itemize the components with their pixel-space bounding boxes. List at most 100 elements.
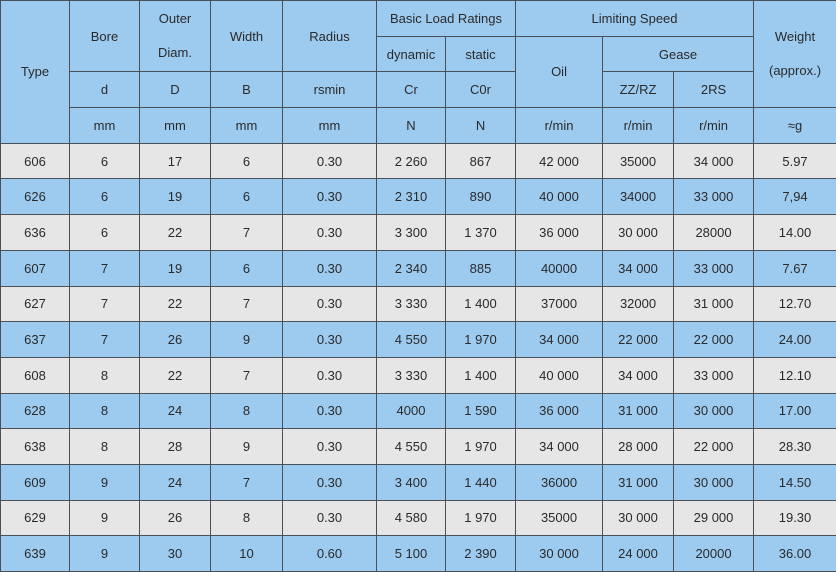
- table-cell: 2 390: [446, 536, 516, 572]
- header-grease: Gease: [603, 36, 754, 72]
- table-cell: 609: [1, 464, 70, 500]
- table-cell: 3 400: [377, 464, 446, 500]
- table-cell: 3 300: [377, 215, 446, 251]
- table-cell: 0.30: [283, 250, 377, 286]
- header-symbol-cr: Cr: [377, 72, 446, 108]
- header-weight-line2: (approx.): [769, 63, 821, 78]
- table-cell: 30 000: [603, 215, 674, 251]
- table-cell: 28.30: [754, 429, 836, 465]
- header-weight-line1: Weight: [775, 29, 815, 44]
- table-cell: 3 330: [377, 357, 446, 393]
- table-cell: 12.10: [754, 357, 836, 393]
- table-cell: 28 000: [603, 429, 674, 465]
- table-cell: 32000: [603, 286, 674, 322]
- table-cell: 607: [1, 250, 70, 286]
- table-cell: 0.30: [283, 393, 377, 429]
- table-cell: 1 370: [446, 215, 516, 251]
- header-outer-diam-line2: Diam.: [158, 45, 192, 60]
- header-dynamic: dynamic: [377, 36, 446, 72]
- header-weight: Weight (approx.): [754, 1, 836, 108]
- table-cell: 34000: [603, 179, 674, 215]
- table-cell: 28: [140, 429, 211, 465]
- table-cell: 35000: [603, 143, 674, 179]
- table-cell: 22: [140, 215, 211, 251]
- table-cell: 885: [446, 250, 516, 286]
- header-symbol-zzrz: ZZ/RZ: [603, 72, 674, 108]
- table-cell: 24: [140, 464, 211, 500]
- table-cell: 31 000: [603, 464, 674, 500]
- table-cell: 17.00: [754, 393, 836, 429]
- table-cell: 33 000: [674, 250, 754, 286]
- header-unit: ≈g: [754, 108, 836, 144]
- table-cell: 638: [1, 429, 70, 465]
- table-cell: 0.30: [283, 143, 377, 179]
- header-limiting-speed: Limiting Speed: [516, 1, 754, 37]
- header-unit: r/min: [603, 108, 674, 144]
- header-unit: mm: [211, 108, 283, 144]
- table-cell: 3 330: [377, 286, 446, 322]
- table-cell: 628: [1, 393, 70, 429]
- header-unit: r/min: [516, 108, 603, 144]
- table-cell: 33 000: [674, 179, 754, 215]
- table-cell: 20000: [674, 536, 754, 572]
- table-cell: 1 400: [446, 286, 516, 322]
- table-cell: 10: [211, 536, 283, 572]
- table-cell: 19: [140, 250, 211, 286]
- table-cell: 9: [211, 322, 283, 358]
- table-cell: 1 970: [446, 500, 516, 536]
- header-symbol-B: B: [211, 72, 283, 108]
- header-unit: mm: [283, 108, 377, 144]
- table-cell: 1 970: [446, 429, 516, 465]
- table-cell: 7: [211, 357, 283, 393]
- table-cell: 36000: [516, 464, 603, 500]
- table-cell: 31 000: [603, 393, 674, 429]
- table-cell: 30 000: [516, 536, 603, 572]
- table-cell: 30 000: [674, 464, 754, 500]
- table-cell: 34 000: [603, 250, 674, 286]
- table-cell: 0.30: [283, 357, 377, 393]
- table-cell: 0.30: [283, 179, 377, 215]
- table-cell: 9: [211, 429, 283, 465]
- table-cell: 8: [211, 393, 283, 429]
- table-cell: 34 000: [516, 322, 603, 358]
- table-cell: 6: [211, 143, 283, 179]
- table-cell: 34 000: [516, 429, 603, 465]
- table-cell: 637: [1, 322, 70, 358]
- header-symbol-2rs: 2RS: [674, 72, 754, 108]
- table-cell: 8: [70, 393, 140, 429]
- table-cell: 1 400: [446, 357, 516, 393]
- table-cell: 606: [1, 143, 70, 179]
- table-cell: 890: [446, 179, 516, 215]
- table-cell: 30 000: [674, 393, 754, 429]
- table-cell: 40000: [516, 250, 603, 286]
- table-cell: 2 340: [377, 250, 446, 286]
- table-cell: 0.30: [283, 464, 377, 500]
- table-cell: 36 000: [516, 215, 603, 251]
- table-cell: 30: [140, 536, 211, 572]
- table-cell: 42 000: [516, 143, 603, 179]
- table-cell: 29 000: [674, 500, 754, 536]
- table-cell: 0.30: [283, 286, 377, 322]
- table-cell: 33 000: [674, 357, 754, 393]
- table-cell: 8: [211, 500, 283, 536]
- header-symbol-d: d: [70, 72, 140, 108]
- table-cell: 22 000: [674, 429, 754, 465]
- table-cell: 867: [446, 143, 516, 179]
- table-cell: 627: [1, 286, 70, 322]
- table-cell: 34 000: [603, 357, 674, 393]
- table-cell: 5.97: [754, 143, 836, 179]
- table-cell: 7: [211, 464, 283, 500]
- table-cell: 30 000: [603, 500, 674, 536]
- table-cell: 1 590: [446, 393, 516, 429]
- header-unit: N: [377, 108, 446, 144]
- table-cell: 4 550: [377, 322, 446, 358]
- table-cell: 636: [1, 215, 70, 251]
- header-unit: r/min: [674, 108, 754, 144]
